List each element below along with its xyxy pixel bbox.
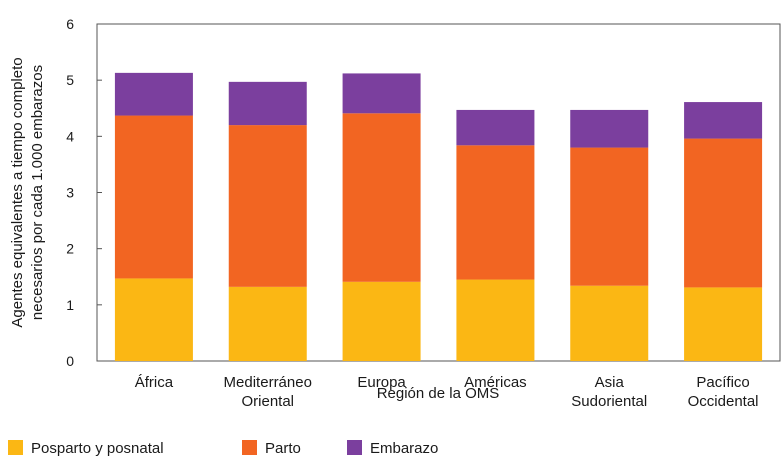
x-axis-ticks: África Mediterráneo Oriental Europa Américas…: [135, 374, 759, 410]
y-tick-label: 3: [66, 185, 74, 201]
x-tick-label: Pacífico: [696, 374, 749, 391]
bar-segment: [456, 145, 535, 280]
plot-frame: [96, 23, 781, 362]
y-tick-label: 2: [66, 241, 74, 257]
y-tick-label: 4: [66, 128, 74, 144]
y-axis-ticks: 0 1 2 3 4 5 6: [66, 16, 102, 369]
y-tick-label: 6: [66, 16, 74, 32]
x-axis-title: Región de la OMS: [377, 385, 500, 402]
y-tick-label: 1: [66, 297, 74, 313]
x-tick-label: Sudoriental: [571, 393, 647, 410]
bar-segment: [114, 278, 193, 361]
bar-segment: [342, 281, 421, 361]
x-tick-label: Mediterráneo: [224, 374, 312, 391]
x-tick-label: Occidental: [688, 393, 759, 410]
legend-swatch: [8, 440, 23, 455]
bar-segment: [228, 125, 307, 287]
x-tick-label: Oriental: [241, 393, 294, 410]
legend-label: Embarazo: [370, 440, 438, 457]
bar-segment: [684, 102, 763, 139]
bar-segment: [684, 138, 763, 288]
plot-border: [96, 23, 781, 362]
bar-segment: [114, 115, 193, 279]
bar-segment: [342, 73, 421, 114]
bar-segment: [456, 279, 535, 361]
bar-segment: [570, 147, 649, 286]
legend-swatch: [347, 440, 362, 455]
x-tick-label: Asia: [595, 374, 625, 391]
bar-segment: [570, 285, 649, 361]
bar-segment: [228, 81, 307, 126]
y-tick-label: 0: [66, 353, 74, 369]
legend-label: Posparto y posnatal: [31, 440, 164, 457]
bars: [114, 72, 763, 361]
y-axis-title: Agentes equivalentes a tiempo completo ne…: [9, 57, 46, 327]
legend-label: Parto: [265, 440, 301, 457]
bar-segment: [228, 286, 307, 361]
y-axis-title-line: Agentes equivalentes a tiempo completo: [9, 57, 26, 327]
x-tick-label: África: [135, 374, 174, 391]
bar-segment: [342, 113, 421, 282]
x-tick-label: Américas: [464, 374, 527, 391]
bar-segment: [456, 109, 535, 146]
bar-segment: [684, 287, 763, 361]
y-tick-label: 5: [66, 72, 74, 88]
x-tick-label: Europa: [357, 374, 406, 391]
y-axis-title-line: necesarios por cada 1.000 embarazos: [29, 65, 46, 320]
bar-segment: [114, 72, 193, 116]
bar-segment: [570, 109, 649, 148]
legend-swatch: [242, 440, 257, 455]
legend: Posparto y posnatal Parto Embarazo: [8, 440, 438, 457]
